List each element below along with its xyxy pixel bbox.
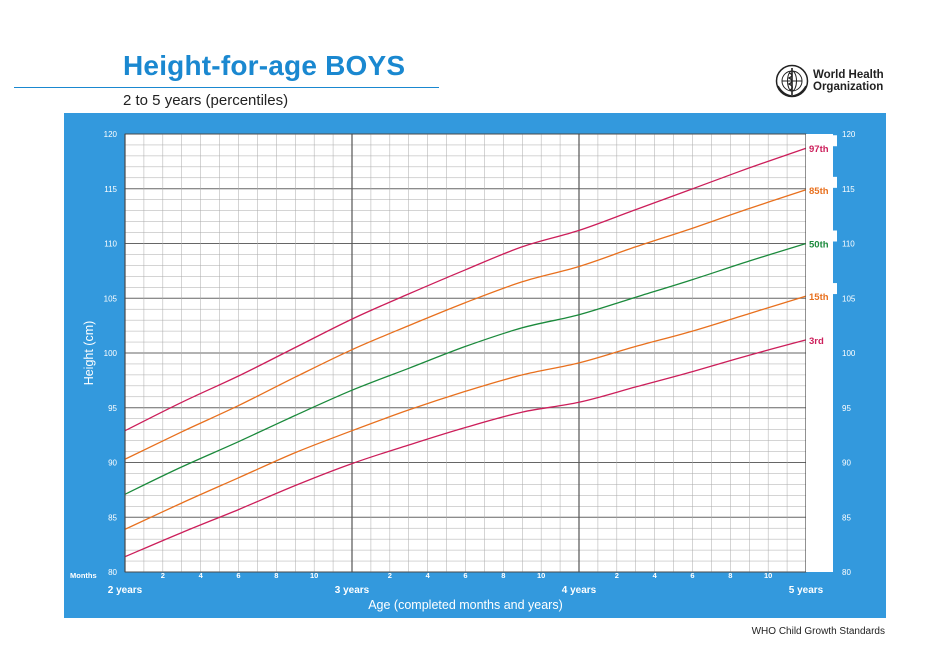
curve-end-label-85th: 85th bbox=[809, 186, 829, 197]
who-name-line2: Organization bbox=[813, 81, 884, 93]
x-month-tick-label: 10 bbox=[537, 571, 545, 580]
y-tick-label-right: 100 bbox=[842, 349, 856, 358]
percentile-curve-15th bbox=[124, 295, 807, 530]
x-month-tick-label: 2 bbox=[388, 571, 392, 580]
who-emblem-icon bbox=[775, 64, 809, 98]
curve-end-label-97th: 97th bbox=[809, 144, 829, 155]
percentile-curve-50th bbox=[124, 242, 807, 495]
x-month-tick-label: 8 bbox=[728, 571, 732, 580]
y-tick-label-left: 110 bbox=[104, 240, 117, 249]
page-subtitle: 2 to 5 years (percentiles) bbox=[123, 92, 289, 109]
x-month-tick-label: 6 bbox=[690, 571, 694, 580]
x-month-tick-label: 10 bbox=[310, 571, 318, 580]
x-month-tick-label: 2 bbox=[615, 571, 619, 580]
x-year-label: 2 years bbox=[108, 585, 143, 596]
y-tick-label-left: 95 bbox=[108, 404, 117, 413]
y-tick-label-right: 95 bbox=[842, 404, 851, 413]
curve-end-label-50th: 50th bbox=[809, 240, 829, 251]
page-title: Height-for-age BOYS bbox=[123, 50, 406, 81]
x-month-tick-label: 10 bbox=[764, 571, 772, 580]
y-tick-label-left: 115 bbox=[104, 185, 117, 194]
percentile-curve-97th bbox=[124, 147, 807, 432]
footer-credit: WHO Child Growth Standards bbox=[751, 626, 885, 637]
y-tick-label-right: 115 bbox=[842, 185, 855, 194]
y-tick-label-left: 90 bbox=[108, 459, 117, 468]
x-month-tick-label: 8 bbox=[274, 571, 278, 580]
curve-end-label-15th: 15th bbox=[809, 292, 829, 303]
x-month-tick-label: 2 bbox=[161, 571, 165, 580]
x-year-label: 3 years bbox=[335, 585, 370, 596]
y-tick-label-right: 110 bbox=[842, 240, 855, 249]
y-tick-label-right: 90 bbox=[842, 459, 851, 468]
x-month-tick-label: 4 bbox=[199, 571, 204, 580]
label-column bbox=[806, 134, 833, 572]
who-name: World Health Organization bbox=[813, 69, 884, 93]
x-axis-title: Age (completed months and years) bbox=[368, 598, 563, 612]
who-logo: World Health Organization bbox=[775, 64, 884, 98]
y-tick-label-left: 120 bbox=[104, 130, 118, 139]
months-label: Months bbox=[70, 571, 97, 580]
x-month-tick-label: 4 bbox=[653, 571, 658, 580]
y-tick-label-right: 85 bbox=[842, 513, 851, 522]
percentile-curve-3rd bbox=[124, 339, 807, 558]
x-month-tick-label: 4 bbox=[426, 571, 431, 580]
x-month-tick-label: 6 bbox=[463, 571, 467, 580]
y-tick-label-left: 80 bbox=[108, 568, 117, 577]
x-month-tick-label: 8 bbox=[501, 571, 505, 580]
x-year-label: 5 years bbox=[789, 585, 824, 596]
y-tick-label-left: 85 bbox=[108, 513, 117, 522]
percentile-curve-85th bbox=[124, 189, 807, 460]
x-year-label: 4 years bbox=[562, 585, 597, 596]
curve-end-label-3rd: 3rd bbox=[809, 336, 824, 347]
x-month-tick-label: 6 bbox=[236, 571, 240, 580]
y-axis-title: Height (cm) bbox=[82, 321, 96, 386]
title-divider bbox=[14, 87, 439, 88]
y-tick-label-left: 100 bbox=[104, 349, 118, 358]
y-tick-label-right: 80 bbox=[842, 568, 851, 577]
who-name-line1: World Health bbox=[813, 69, 884, 81]
y-tick-label-right: 120 bbox=[842, 130, 856, 139]
y-tick-label-left: 105 bbox=[104, 294, 118, 303]
y-tick-label-right: 105 bbox=[842, 294, 856, 303]
